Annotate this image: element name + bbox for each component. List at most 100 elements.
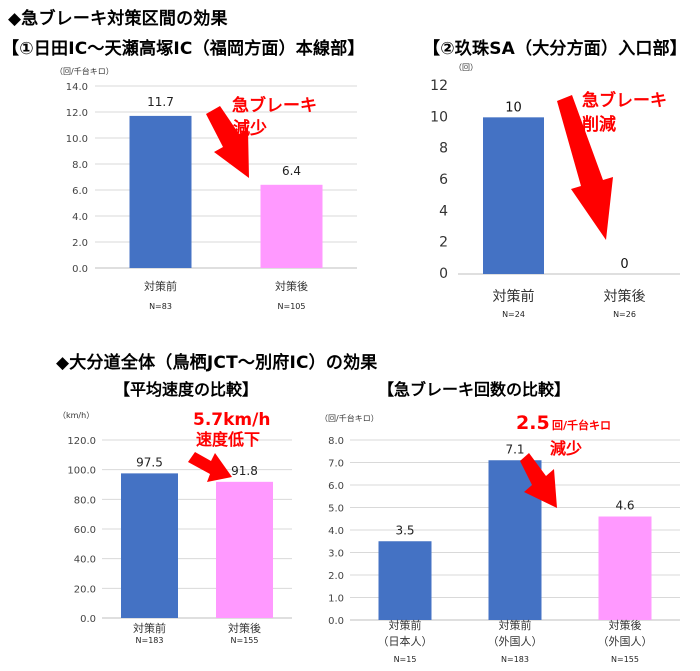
y-tick-label: 20.0	[74, 584, 96, 595]
chart-1-data-labels: 11.7 6.4	[147, 95, 301, 178]
chart-4: （回/千台キロ） 0.0 1.0 2.0 3.0 4.0 5.0 6.0 7.0 8.0 3.5…	[312, 408, 698, 668]
data-label: 10	[505, 100, 522, 115]
y-tick-label: 120.0	[67, 436, 96, 447]
chart-3: （km/h） 0.0 20.0 40.0 60.0 80.0 100.0 120.0 97.…	[50, 408, 300, 645]
data-label: 11.7	[147, 95, 174, 109]
y-tick-label: 8.0	[72, 160, 88, 171]
y-tick-label: 0.0	[328, 616, 344, 627]
y-tick-label: 8	[439, 141, 448, 157]
y-tick-label: 6	[439, 172, 448, 188]
sample-size-label: N=183	[501, 655, 529, 664]
y-tick-label: 4	[439, 203, 448, 219]
sample-size-label: N=155	[611, 655, 639, 664]
chart-1: （回/千台キロ） 0.0 2.0 4.0 6.0 8.0 10.0 12.0 14.0 11.…	[30, 62, 382, 320]
chart-3-annotation: 5.7km/h 速度低下	[188, 410, 270, 482]
chart-3-y-axis: 0.0 20.0 40.0 60.0 80.0 100.0 120.0	[67, 436, 96, 625]
data-label: 4.6	[615, 499, 634, 513]
y-tick-label: 2.0	[72, 238, 88, 249]
category-label: 対策後	[275, 279, 308, 293]
category-label: 対策前	[389, 618, 422, 632]
chart-4-annotation-value: 2.5	[516, 412, 550, 434]
y-tick-label: 0	[439, 266, 448, 282]
chart-2-annotation-line2: 削減	[582, 114, 616, 135]
bar	[260, 184, 323, 268]
chart-1-bars	[129, 115, 323, 269]
chart-2-arrow	[557, 95, 613, 240]
y-tick-label: 0.0	[80, 614, 96, 625]
chart-4-svg: （回/千台キロ） 0.0 1.0 2.0 3.0 4.0 5.0 6.0 7.0 8.0 3.5…	[320, 412, 680, 664]
chart-4-annotation-line2: 減少	[550, 439, 582, 458]
y-tick-label: 2.0	[328, 571, 344, 582]
category-label: 対策前	[493, 288, 535, 305]
y-tick-label: 4.0	[328, 526, 344, 537]
y-tick-label: 40.0	[74, 555, 96, 566]
chart-3-arrow	[188, 452, 232, 482]
y-tick-label: 60.0	[74, 525, 96, 536]
sample-size-label: N=105	[278, 302, 306, 311]
chart-3-annotation-line1: 5.7km/h	[193, 410, 270, 430]
chart-4-bars	[378, 460, 652, 620]
chart-2-bars	[483, 117, 544, 274]
chart-1-y-axis: 0.0 2.0 4.0 6.0 8.0 10.0 12.0 14.0	[66, 82, 88, 275]
y-tick-label: 6.0	[328, 481, 344, 492]
chart-2-y-axis: 0 2 4 6 8 10 12	[430, 78, 448, 282]
chart-4-arrow	[520, 453, 557, 508]
data-label: 91.8	[231, 464, 258, 478]
chart-3-unit: （km/h）	[58, 411, 94, 420]
chart1-title: 【①日田IC～天瀬高塚IC（福岡方面）本線部】	[2, 39, 365, 59]
y-tick-label: 7.0	[328, 459, 344, 470]
sample-size-label: N=24	[502, 310, 525, 319]
y-tick-label: 8.0	[328, 436, 344, 447]
category-label: 対策前	[499, 618, 532, 632]
chart-2-data-labels: 10 0	[505, 100, 628, 272]
chart3-title: 【平均速度の比較】	[114, 380, 259, 399]
chart-2-unit: （回）	[454, 63, 478, 72]
chart4-title: 【急ブレーキ回数の比較】	[378, 380, 571, 399]
y-tick-label: 10.0	[66, 134, 88, 145]
chart-2-annotation-line1: 急ブレーキ	[582, 90, 667, 111]
data-label: 7.1	[505, 442, 524, 456]
chart-3-data-labels: 97.5 91.8	[136, 455, 258, 477]
category-sublabel: （外国人）	[488, 635, 543, 648]
chart-4-unit: （回/千台キロ）	[320, 413, 379, 423]
y-tick-label: 10	[430, 109, 448, 125]
category-sublabel: （日本人）	[378, 634, 433, 648]
category-label: 対策後	[609, 618, 642, 632]
chart-4-x-axis: 対策前 （日本人） N=15 対策前 （外国人） N=183 対策後 （外国人） N=155	[378, 618, 653, 664]
category-label: 対策前	[133, 621, 166, 635]
chart-4-annotation: 2.5 回/千台キロ 減少	[516, 412, 611, 508]
bar	[598, 516, 652, 620]
chart-1-arrow	[206, 106, 249, 178]
chart-1-x-axis: 対策前 N=83 対策後 N=105	[144, 279, 308, 311]
chart-3-bars	[121, 473, 273, 618]
chart-2-annotation: 急ブレーキ 削減	[557, 90, 667, 240]
data-label: 97.5	[136, 455, 163, 469]
data-label: 0	[620, 257, 628, 272]
sample-size-label: N=15	[394, 655, 417, 664]
y-tick-label: 0.0	[72, 264, 88, 275]
y-tick-label: 14.0	[66, 82, 88, 93]
y-tick-label: 3.0	[328, 549, 344, 560]
category-sublabel: （外国人）	[598, 635, 653, 648]
bar	[121, 473, 178, 618]
bar	[129, 115, 192, 269]
y-tick-label: 2	[439, 235, 448, 251]
chart-4-data-labels: 3.5 7.1 4.6	[395, 442, 634, 537]
bar	[378, 541, 432, 620]
category-label: 対策後	[228, 621, 261, 635]
y-tick-label: 100.0	[67, 466, 96, 477]
y-tick-label: 12.0	[66, 108, 88, 119]
sample-size-label: N=83	[149, 302, 172, 311]
chart-4-annotation-unit: 回/千台キロ	[552, 418, 611, 432]
chart-3-annotation-line2: 速度低下	[196, 430, 260, 449]
category-label: 対策前	[144, 279, 177, 293]
section1-heading: ◆急ブレーキ対策区間の効果	[8, 9, 228, 29]
y-tick-label: 12	[430, 78, 448, 94]
sample-size-label: N=26	[613, 310, 636, 319]
y-tick-label: 6.0	[72, 186, 88, 197]
chart2-title: 【②玖珠SA（大分方面）入口部】	[423, 39, 687, 59]
sample-size-label: N=155	[231, 636, 259, 645]
chart-2-svg: （回） 0 2 4 6 8 10 12 10 0 対策前 N=24 対策後 N=26 急ブレーキ 削…	[430, 63, 680, 319]
chart-1-svg: （回/千台キロ） 0.0 2.0 4.0 6.0 8.0 10.0 12.0 14.0 11.…	[55, 66, 357, 311]
